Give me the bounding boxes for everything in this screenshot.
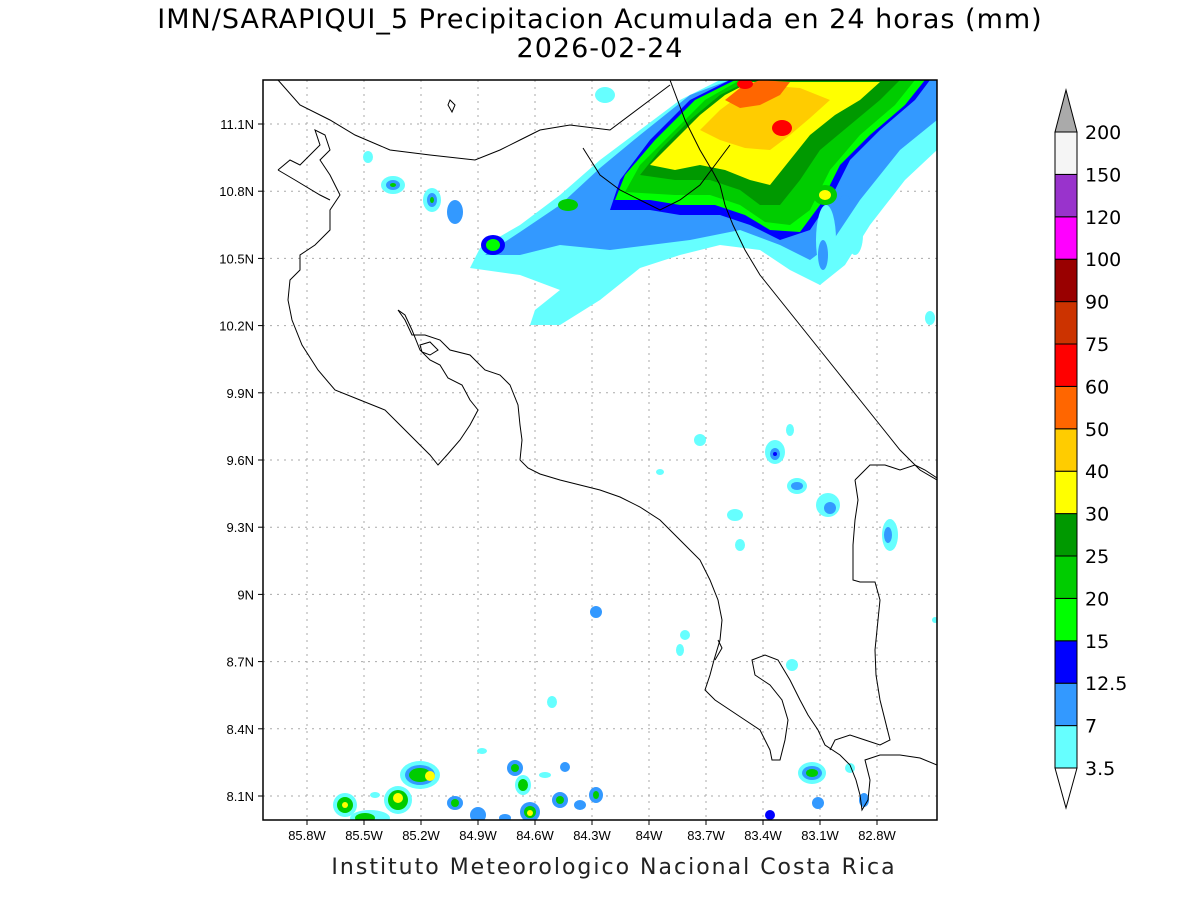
legend-label: 50 <box>1085 419 1109 441</box>
lon-tick-label: 84W <box>636 828 663 843</box>
legend-swatch <box>1054 555 1078 599</box>
legend-label: 25 <box>1085 546 1109 568</box>
coastline <box>277 80 937 812</box>
lat-tick-label: 9N <box>237 587 254 602</box>
lon-tick-label: 85.5W <box>345 828 383 843</box>
lat-tick-label: 10.8N <box>219 184 254 199</box>
map-frame <box>262 79 938 821</box>
map-title: IMN/SARAPIQUI_5 Precipitacion Acumulada … <box>157 4 1043 35</box>
legend-swatch <box>1054 131 1078 175</box>
legend-swatch <box>1054 428 1078 472</box>
lon-tick-label: 83.7W <box>687 828 725 843</box>
legend-swatch <box>1054 173 1078 218</box>
footer-credit: Instituto Meteorologico Nacional Costa R… <box>331 855 897 880</box>
precip-cell-60 <box>737 80 753 89</box>
longitude-tick-labels: 85.8W 85.5W 85.2W 84.9W 84.6W 84.3W 84W 83.7W 83… <box>288 820 897 843</box>
lat-tick-label: 11.1N <box>220 117 254 132</box>
legend-swatch <box>1054 385 1078 430</box>
lon-tick-label: 83.4W <box>744 828 782 843</box>
color-legend: 3.5 7 12.5 15 20 25 30 40 50 60 75 90 100 120 150 200 <box>1054 88 1127 810</box>
legend-label: 90 <box>1085 292 1109 314</box>
precip-cell-60 <box>772 120 792 136</box>
legend-label: 15 <box>1085 631 1109 653</box>
lon-tick-label: 84.6W <box>516 828 554 843</box>
legend-label: 7 <box>1085 716 1097 738</box>
lat-tick-label: 10.2N <box>219 319 254 334</box>
legend-swatch <box>1054 640 1078 684</box>
legend-lower-arrow <box>1054 767 1078 810</box>
lat-tick-label: 8.4N <box>227 722 254 737</box>
legend-swatch <box>1054 597 1078 642</box>
lat-tick-label: 8.7N <box>227 655 254 670</box>
lon-tick-label: 84.3W <box>573 828 611 843</box>
lon-tick-label: 85.8W <box>288 828 326 843</box>
precip-band-50 <box>725 80 790 108</box>
legend-swatch <box>1054 682 1078 727</box>
legend-label: 200 <box>1085 122 1121 144</box>
lon-tick-label: 83.1W <box>801 828 839 843</box>
lon-tick-label: 85.2W <box>402 828 440 843</box>
lon-tick-label: 82.8W <box>858 828 896 843</box>
legend-swatch <box>1054 470 1078 515</box>
legend-label: 20 <box>1085 588 1109 610</box>
legend-swatch <box>1054 343 1078 387</box>
lat-tick-label: 9.3N <box>227 520 254 535</box>
legend-label: 60 <box>1085 376 1109 398</box>
legend-swatch <box>1054 725 1078 769</box>
legend-label: 40 <box>1085 461 1109 483</box>
lat-tick-label: 9.9N <box>227 386 254 401</box>
legend-label: 100 <box>1085 249 1121 271</box>
legend-label: 12.5 <box>1085 673 1127 695</box>
legend-swatch <box>1054 513 1078 557</box>
legend-swatch <box>1054 258 1078 303</box>
legend-upper-arrow <box>1054 88 1078 133</box>
precipitation-field <box>333 80 937 820</box>
legend-swatch <box>1054 301 1078 345</box>
lon-tick-label: 84.9W <box>459 828 497 843</box>
lat-tick-label: 9.6N <box>227 453 254 468</box>
legend-swatch <box>1054 216 1078 260</box>
legend-label: 3.5 <box>1085 758 1115 780</box>
legend-label: 120 <box>1085 207 1121 229</box>
lat-tick-label: 10.5N <box>219 251 254 266</box>
map-date: 2026-02-24 <box>516 33 684 64</box>
lat-tick-label: 8.1N <box>227 789 254 804</box>
legend-label: 150 <box>1085 164 1121 186</box>
legend-label: 75 <box>1085 334 1109 356</box>
latitude-tick-labels: 11.1N 10.8N 10.5N 10.2N 9.9N 9.6N 9.3N 9N 8.7N 8.… <box>219 117 263 804</box>
legend-label: 30 <box>1085 504 1109 526</box>
